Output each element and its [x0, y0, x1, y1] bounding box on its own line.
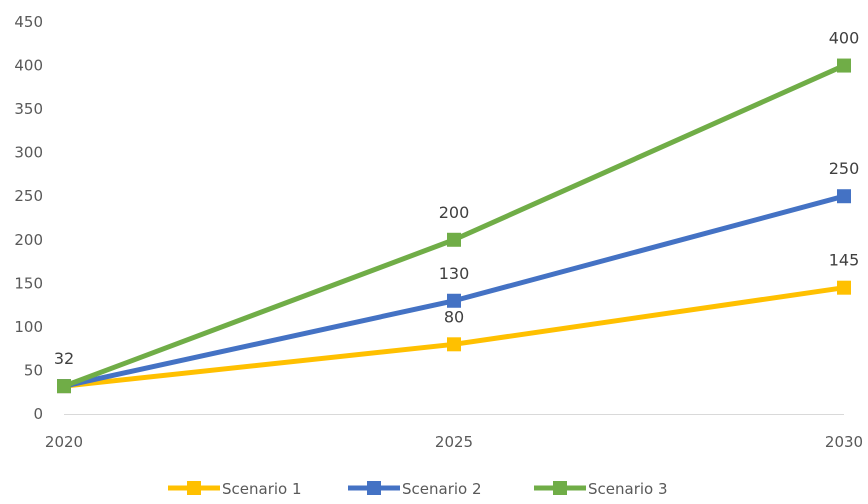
series-line: [61, 193, 847, 389]
y-tick-label: 100: [14, 318, 43, 336]
data-label: 32: [54, 349, 74, 368]
y-tick-label: 150: [14, 274, 43, 292]
y-tick-label: 400: [14, 57, 43, 75]
data-label: 130: [439, 264, 470, 283]
y-tick-label: 250: [14, 187, 43, 205]
data-point-marker: [837, 280, 851, 295]
y-tick-label: 0: [33, 405, 43, 423]
data-point-marker: [447, 337, 461, 352]
y-axis-ticks: 0 50 100 150 200 250 300 350 400 450: [14, 13, 43, 423]
legend-label: Scenario 1: [222, 480, 302, 498]
legend-marker: [553, 481, 567, 495]
data-point-marker: [57, 379, 71, 394]
x-tick-label: 2030: [825, 433, 863, 451]
y-tick-label: 350: [14, 100, 43, 118]
x-tick-label: 2020: [45, 433, 83, 451]
y-tick-label: 50: [24, 361, 43, 379]
legend-marker: [187, 481, 201, 495]
legend-marker: [367, 481, 381, 495]
data-label: 250: [829, 159, 860, 178]
x-axis-ticks: 2020 2025 2030: [45, 433, 863, 451]
data-labels: 80 145 130 250 32 200 400: [54, 29, 859, 369]
data-label: 80: [444, 307, 464, 326]
data-label: 400: [829, 29, 860, 48]
y-tick-label: 300: [14, 144, 43, 162]
legend-label: Scenario 2: [402, 480, 482, 498]
legend: Scenario 1 Scenario 2 Scenario 3: [168, 480, 668, 498]
x-tick-label: 2025: [435, 433, 473, 451]
data-label: 145: [829, 251, 860, 270]
y-tick-label: 450: [14, 13, 43, 31]
legend-label: Scenario 3: [588, 480, 668, 498]
series-group: [57, 58, 851, 394]
data-label: 200: [439, 203, 470, 222]
data-point-marker: [837, 189, 851, 204]
y-tick-label: 200: [14, 231, 43, 249]
data-point-marker: [447, 293, 461, 308]
data-point-marker: [837, 58, 851, 73]
data-point-marker: [447, 232, 461, 247]
